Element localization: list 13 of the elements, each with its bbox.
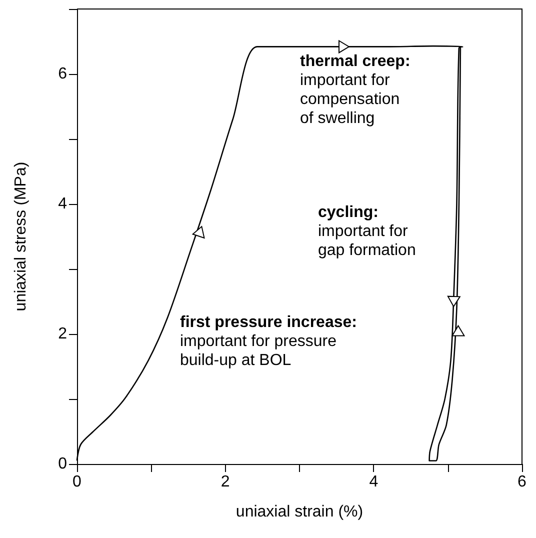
x-tick-label: 2: [220, 474, 230, 490]
x-axis-title: uniaxial strain (%): [236, 504, 364, 520]
y-tick-label: 4: [58, 196, 68, 212]
annotation: thermal creep: important for compensation of swelling: [300, 53, 410, 127]
y-tick-label: 2: [58, 326, 68, 342]
annotation: first pressure increase: important for pressure build-up at BOL: [180, 314, 357, 369]
x-tick-label: 4: [369, 474, 378, 490]
y-tick-label: 0: [58, 456, 68, 472]
y-axis-title: uniaxial stress (MPa): [12, 162, 30, 312]
x-tick-label: 6: [518, 474, 527, 490]
annotation: cycling: important for gap formation: [318, 204, 416, 259]
x-tick-label: 0: [72, 474, 82, 490]
y-tick-label: 6: [58, 66, 68, 82]
